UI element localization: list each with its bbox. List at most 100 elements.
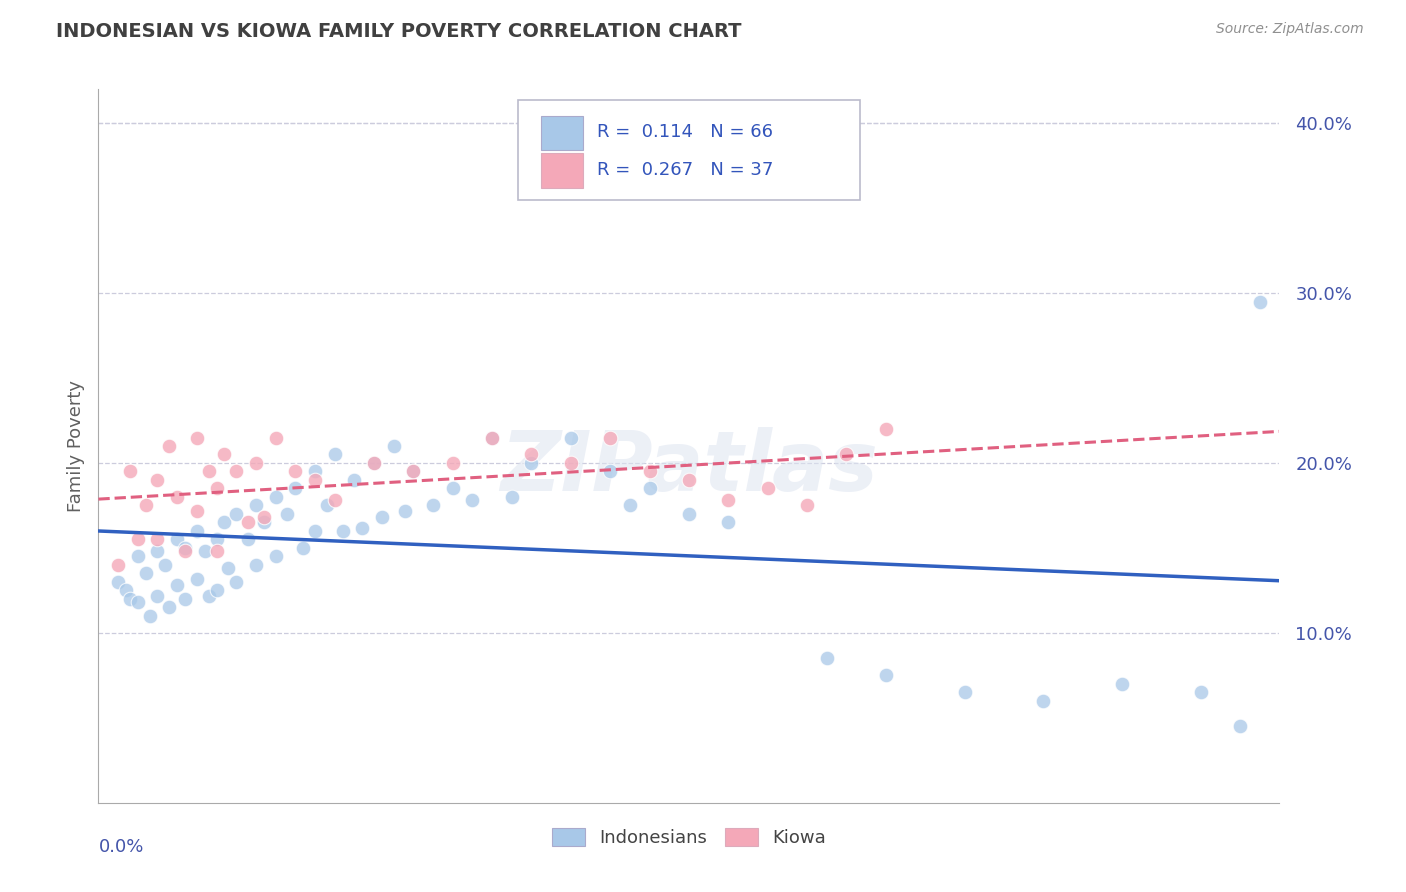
Point [599,430,621,444]
FancyBboxPatch shape [541,153,582,187]
Point [245,558,267,572]
Point [1249,294,1271,309]
Point [214,448,236,462]
Y-axis label: Family Poverty: Family Poverty [66,380,84,512]
Point [194,544,217,558]
FancyBboxPatch shape [517,100,860,200]
Point [157,439,180,453]
Point [363,456,385,470]
Point [756,482,779,496]
Text: INDONESIAN VS KIOWA FAMILY POVERTY CORRELATION CHART: INDONESIAN VS KIOWA FAMILY POVERTY CORRE… [56,22,742,41]
Point [135,499,157,513]
Point [236,516,259,530]
Point [186,524,208,538]
Point [186,572,208,586]
Text: 0.0%: 0.0% [98,838,143,856]
Point [276,507,298,521]
Point [157,600,180,615]
Point [332,524,354,538]
Point [371,510,394,524]
Point [118,465,141,479]
Point [174,544,197,558]
Point [155,558,177,572]
Text: R =  0.114   N = 66: R = 0.114 N = 66 [596,123,773,141]
Point [422,499,444,513]
Point [253,516,276,530]
Point [107,558,129,572]
Point [1032,694,1054,708]
Text: Source: ZipAtlas.com: Source: ZipAtlas.com [1216,22,1364,37]
Point [166,578,188,592]
Point [481,430,503,444]
Point [174,591,197,606]
Point [264,490,287,504]
Point [245,456,267,470]
Point [253,510,276,524]
Point [560,430,582,444]
Point [875,668,897,682]
Point [875,422,897,436]
Point [186,503,208,517]
Point [520,456,543,470]
Point [186,430,208,444]
Point [146,589,169,603]
Point [304,465,326,479]
Point [441,456,464,470]
Point [352,520,374,534]
Point [205,482,228,496]
Point [135,566,157,581]
Point [127,595,149,609]
Point [166,533,188,547]
Point [394,503,416,517]
Point [118,591,141,606]
Point [146,533,169,547]
Point [599,465,621,479]
Point [225,465,247,479]
Point [205,533,228,547]
Point [264,430,287,444]
Point [323,493,346,508]
Legend: Indonesians, Kiowa: Indonesians, Kiowa [546,821,832,855]
Point [245,499,267,513]
Point [402,465,425,479]
Point [678,507,700,521]
Point [461,493,484,508]
Point [174,541,197,555]
Point [678,473,700,487]
Point [717,516,740,530]
Point [217,561,239,575]
Point [197,589,219,603]
Point [402,465,425,479]
Point [796,499,818,513]
Point [304,524,326,538]
Point [127,549,149,564]
Point [146,544,169,558]
Point [236,533,259,547]
Point [225,574,247,589]
Point [953,685,976,699]
Point [284,465,307,479]
Point [1111,677,1133,691]
Point [501,490,523,504]
Point [520,448,543,462]
Point [1189,685,1212,699]
Point [107,574,129,589]
Point [363,456,385,470]
Point [138,608,160,623]
Point [205,544,228,558]
Point [264,549,287,564]
Point [127,533,149,547]
Point [315,499,337,513]
Point [304,473,326,487]
Point [815,651,838,665]
Point [197,465,219,479]
Point [382,439,405,453]
Point [214,516,236,530]
Text: R =  0.267   N = 37: R = 0.267 N = 37 [596,161,773,178]
Point [115,583,138,598]
Point [284,482,307,496]
Point [481,430,503,444]
Point [343,473,366,487]
Point [619,499,641,513]
Point [292,541,315,555]
